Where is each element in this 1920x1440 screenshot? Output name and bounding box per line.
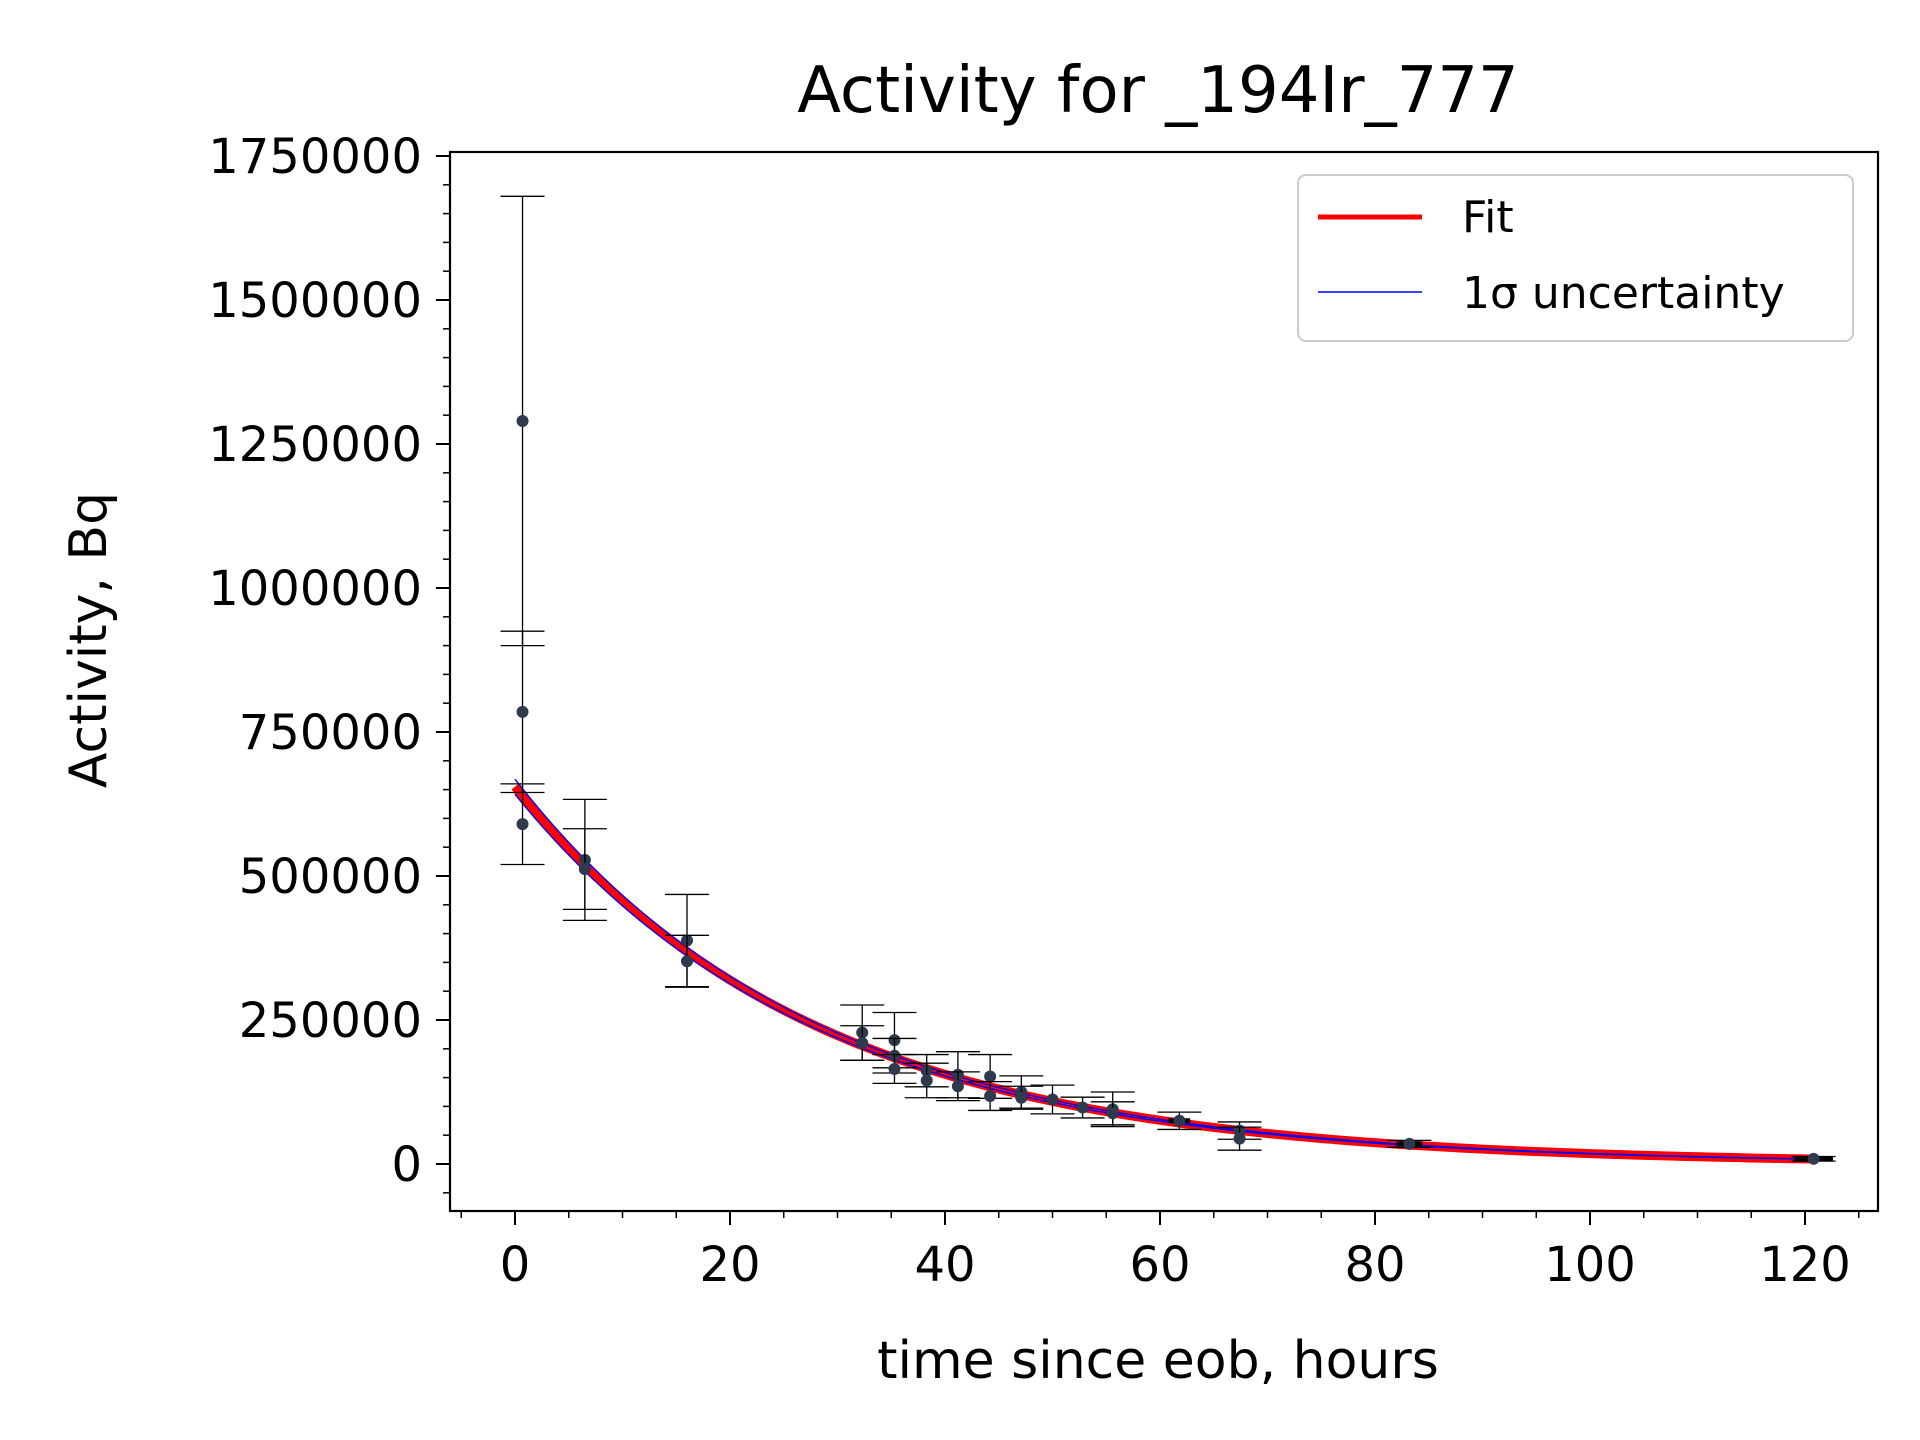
legend-box xyxy=(1297,174,1854,342)
data-marker xyxy=(1807,1152,1820,1165)
data-marker xyxy=(681,955,693,968)
data-marker xyxy=(1173,1114,1186,1127)
y-tick-label-1: 250000 xyxy=(239,993,422,1049)
data-marker xyxy=(1403,1137,1416,1150)
legend: Fit 1σ uncertainty xyxy=(1297,174,1854,342)
data-point-1 xyxy=(500,630,545,794)
x-tick-label-3: 60 xyxy=(1129,1237,1190,1293)
data-marker xyxy=(1076,1101,1089,1114)
data-point-21 xyxy=(1060,1096,1105,1119)
data-marker xyxy=(984,1070,997,1083)
data-marker xyxy=(888,1062,901,1075)
y-tick-label-2: 500000 xyxy=(239,849,422,905)
data-marker xyxy=(920,1074,933,1087)
chart-title: Activity for _194Ir_777 xyxy=(797,54,1519,128)
data-marker xyxy=(516,414,529,427)
legend-fit-label: Fit xyxy=(1462,192,1514,243)
data-marker xyxy=(1233,1132,1246,1145)
axis-ticks: 0 20 40 60 80 100 120 0 250000 500000 750000 100000… xyxy=(208,129,1860,1293)
legend-uncertainty-label: 1σ uncertainty xyxy=(1462,268,1785,319)
data-marker xyxy=(1046,1093,1059,1106)
data-point-8 xyxy=(840,1025,885,1061)
data-marker xyxy=(1106,1107,1119,1120)
x-tick-label-2: 40 xyxy=(914,1237,975,1293)
y-tick-label-5: 1250000 xyxy=(208,417,422,473)
data-point-23 xyxy=(1090,1101,1135,1126)
data-marker xyxy=(516,818,529,831)
y-tick-label-7: 1750000 xyxy=(208,129,422,185)
data-point-24 xyxy=(1157,1111,1202,1131)
data-marker xyxy=(578,863,591,876)
axes-frame xyxy=(448,150,1880,1213)
data-point-19 xyxy=(999,1085,1044,1110)
data-point-20 xyxy=(1030,1084,1075,1115)
data-point-2 xyxy=(500,783,545,866)
data-point-6 xyxy=(665,934,709,988)
x-tick-label-0: 0 xyxy=(500,1237,531,1293)
data-point-27 xyxy=(1387,1137,1432,1150)
data-point-4 xyxy=(562,828,607,911)
y-tick-label-0: 0 xyxy=(391,1137,422,1193)
data-point-26 xyxy=(1217,1126,1262,1151)
uncertainty-lower-curve xyxy=(514,793,1811,1160)
data-point-17 xyxy=(968,1080,1013,1112)
x-tick-label-1: 20 xyxy=(699,1237,760,1293)
data-marker xyxy=(951,1080,964,1093)
data-marker xyxy=(516,705,529,718)
x-tick-label-4: 80 xyxy=(1344,1237,1405,1293)
x-tick-label-6: 120 xyxy=(1759,1237,1851,1293)
data-marker xyxy=(856,1037,869,1050)
data-point-28 xyxy=(1791,1152,1836,1165)
y-axis-label: Activity, Bq xyxy=(59,492,119,788)
y-tick-label-6: 1500000 xyxy=(208,273,422,329)
y-tick-label-3: 750000 xyxy=(239,705,422,761)
data-marker xyxy=(984,1090,997,1103)
y-tick-label-4: 1000000 xyxy=(208,561,422,617)
data-marker xyxy=(1015,1091,1028,1104)
data-point-15 xyxy=(935,1071,980,1102)
x-axis-label: time since eob, hours xyxy=(877,1331,1439,1391)
plot-area xyxy=(500,195,1836,1165)
x-tick-label-5: 100 xyxy=(1544,1237,1636,1293)
